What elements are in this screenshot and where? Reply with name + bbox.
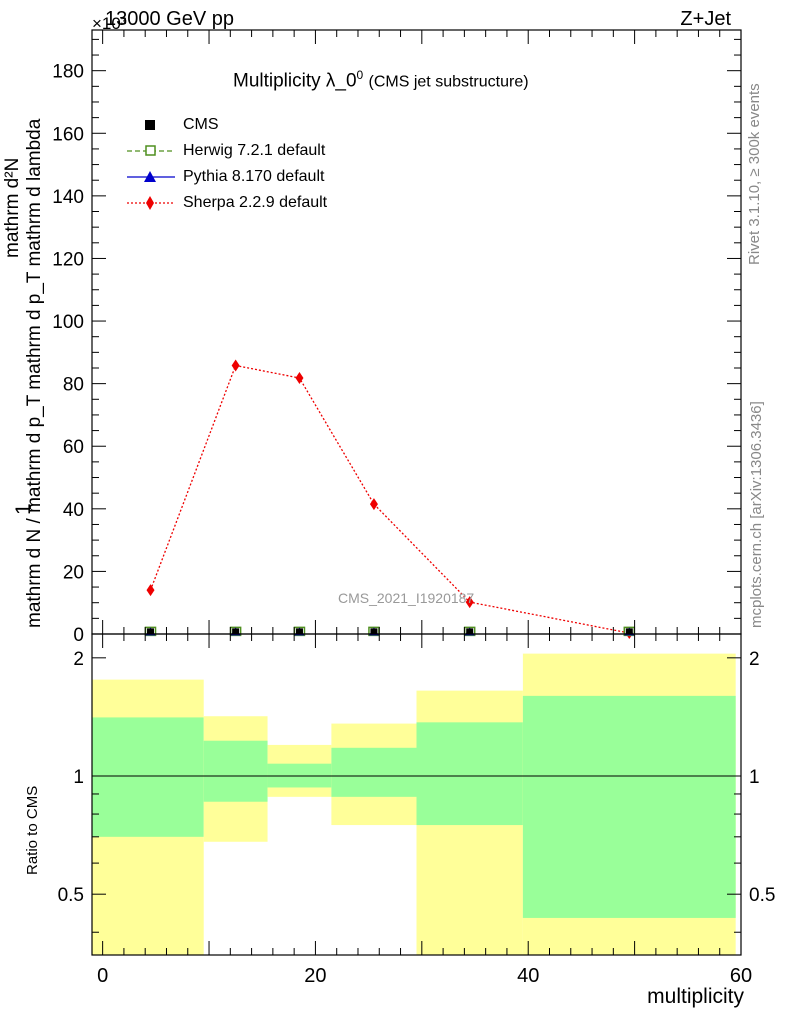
legend-marker-herwig — [127, 145, 175, 156]
sherpa-point-2 — [295, 372, 304, 385]
legend-marker-pythia — [127, 171, 175, 182]
y-tick-label-0: 0 — [73, 625, 84, 646]
y-tick-label-20: 20 — [63, 562, 84, 583]
legend-label-pythia: Pythia 8.170 default — [183, 168, 325, 185]
chart-title-main: Multiplicity λ_0 — [233, 70, 357, 92]
cms-point-1 — [232, 628, 240, 635]
cms-point-2 — [295, 628, 303, 635]
sherpa-point-3 — [369, 498, 378, 511]
legend-label-herwig: Herwig 7.2.1 default — [183, 142, 326, 159]
x-tick-label-0: 0 — [97, 965, 108, 987]
y-tick-label-80: 80 — [63, 375, 84, 396]
header-right: Z+Jet — [680, 8, 731, 30]
chart-title-sup: 0 — [356, 68, 364, 82]
y-tick-label-140: 140 — [52, 187, 84, 208]
ratio-frame — [91, 633, 742, 956]
legend-item-cms: CMS — [125, 112, 327, 138]
ratio-band-inner-1 — [203, 740, 268, 802]
legend-marker-cms — [145, 120, 155, 130]
cms-point-5 — [625, 628, 633, 635]
watermark: CMS_2021_I1920187 — [338, 590, 475, 606]
ratio-band-inner-0 — [92, 717, 204, 837]
x-tick-label-60: 60 — [730, 965, 752, 987]
y-tick-label-120: 120 — [52, 249, 84, 270]
legend-item-pythia: Pythia 8.170 default — [125, 164, 327, 190]
legend-marker-sherpa — [127, 196, 175, 210]
chart-title: Multiplicity λ_00 (CMS jet substructure) — [233, 68, 529, 92]
legend: CMS Herwig 7.2.1 default Pythia 8.170 de… — [125, 112, 327, 216]
x-axis-label: multiplicity — [647, 985, 744, 1008]
ratio-y-tick-label-right-2: 2 — [749, 649, 760, 670]
legend-item-sherpa: Sherpa 2.2.9 default — [125, 190, 327, 216]
y-axis-label-denominator: mathrm d N / mathrm d p_T mathrm d p_T m… — [24, 118, 45, 628]
cms-point-4 — [466, 628, 474, 635]
cms-point-3 — [370, 628, 378, 635]
y-tick-label-100: 100 — [52, 312, 84, 333]
y-tick-label-160: 160 — [52, 124, 84, 145]
ratio-y-tick-label-right-1: 1 — [749, 767, 760, 788]
ratio-band-inner-5 — [522, 695, 736, 918]
x-tick-label-40: 40 — [517, 965, 539, 987]
cms-point-0 — [147, 628, 155, 635]
header-left: 13000 GeV pp — [105, 8, 234, 30]
ratio-y-axis-label: Ratio to CMS — [24, 785, 41, 875]
legend-item-herwig: Herwig 7.2.1 default — [125, 138, 327, 164]
sherpa-point-0 — [146, 584, 155, 597]
y-axis-label-numerator: mathrm d²N — [2, 157, 23, 258]
ratio-y-tick-label-left-2: 2 — [73, 649, 84, 670]
legend-label-cms: CMS — [183, 116, 219, 133]
legend-label-sherpa: Sherpa 2.2.9 default — [183, 194, 328, 211]
chart-subtitle: (CMS jet substructure) — [368, 73, 529, 91]
ratio-y-tick-label-right-0.5: 0.5 — [749, 885, 775, 906]
mcplots-label: mcplots.cern.ch [arXiv:1306.3436] — [748, 401, 765, 628]
x-tick-label-20: 20 — [304, 965, 326, 987]
y-tick-label-180: 180 — [52, 62, 84, 83]
ratio-y-tick-label-left-0.5: 0.5 — [58, 885, 84, 906]
ratio-band-inner-3 — [331, 747, 417, 797]
sherpa-point-4 — [465, 596, 474, 609]
sherpa-point-1 — [231, 359, 240, 372]
ratio-y-tick-label-left-1: 1 — [73, 767, 84, 788]
y-tick-label-60: 60 — [63, 437, 84, 458]
y-exponent: ×10³ — [92, 14, 127, 33]
y-tick-label-40: 40 — [63, 500, 84, 521]
ratio-band-inner-4 — [416, 722, 523, 826]
rivet-label: Rivet 3.1.10, ≥ 300k events — [746, 83, 763, 265]
sherpa-line — [149, 364, 630, 634]
